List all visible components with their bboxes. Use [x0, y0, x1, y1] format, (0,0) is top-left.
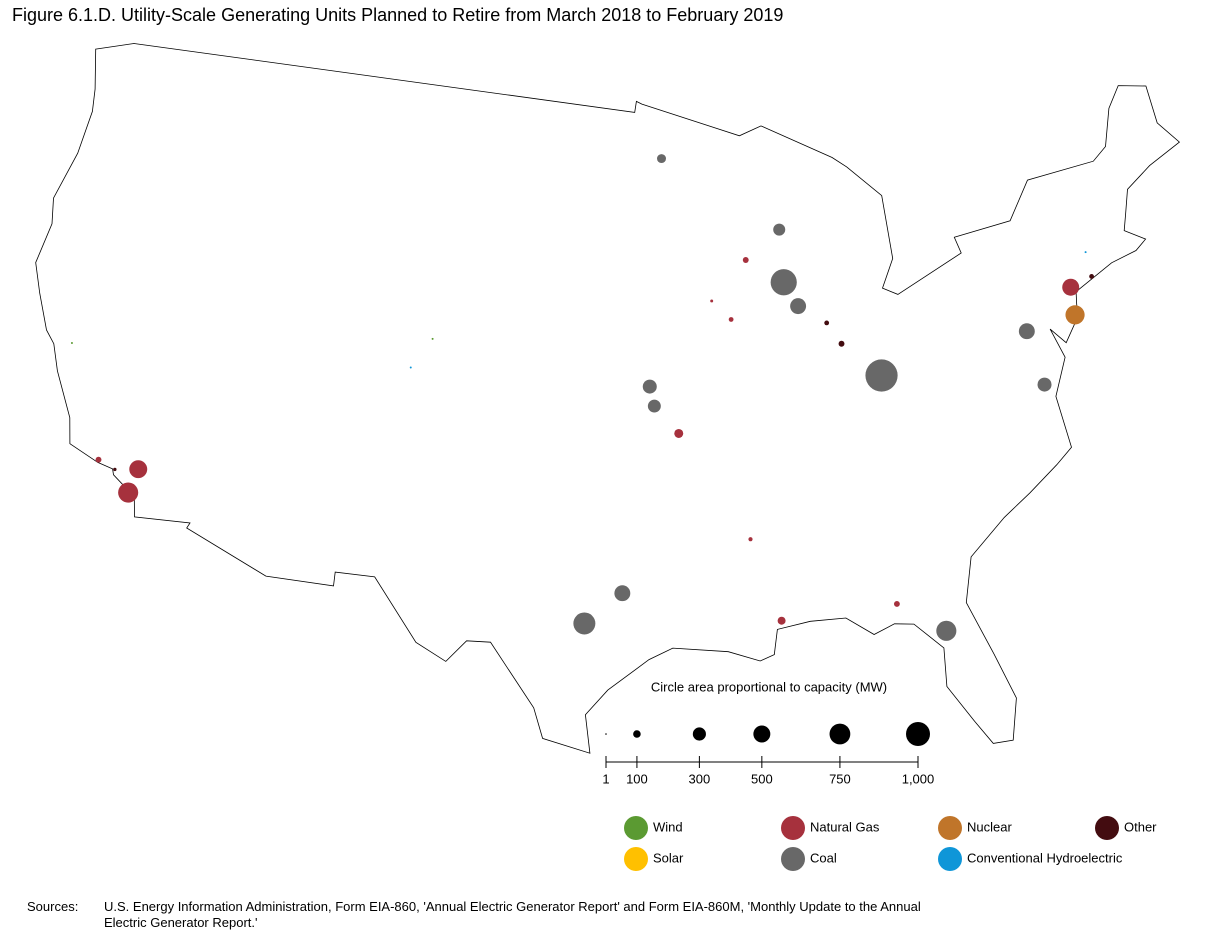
size-legend-title: Circle area proportional to capacity (MW…: [651, 679, 887, 694]
legend-swatch: [938, 847, 962, 871]
plant-bubble: [865, 359, 898, 392]
plant-bubble: [1062, 278, 1080, 296]
size-tick-label: 500: [751, 771, 773, 786]
legend-swatch: [624, 847, 648, 871]
legend-swatch: [938, 816, 962, 840]
legend-label: Nuclear: [967, 819, 1012, 834]
basemap: [35, 43, 1181, 754]
legend-label: Wind: [653, 819, 683, 834]
plant-bubble: [790, 298, 807, 315]
plant-bubble: [70, 342, 73, 345]
size-legend-circle: [829, 723, 851, 745]
plant-bubble: [770, 269, 797, 296]
plant-bubble: [113, 467, 117, 472]
size-tick-label: 1,000: [902, 771, 935, 786]
size-legend-circle: [753, 725, 771, 743]
plant-bubble: [824, 320, 830, 326]
plant-bubble: [647, 399, 661, 413]
legend-label: Solar: [653, 850, 684, 865]
plant-bubble: [614, 585, 631, 602]
plant-bubble: [129, 460, 148, 479]
size-tick-label: 750: [829, 771, 851, 786]
plant-bubble: [409, 366, 412, 369]
plant-bubble: [893, 600, 900, 607]
sources-text: U.S. Energy Information Administration, …: [104, 899, 921, 930]
plant-bubble: [674, 428, 684, 438]
us-outline: [35, 43, 1181, 754]
plant-bubble: [1018, 323, 1035, 340]
plant-bubble: [1037, 377, 1052, 392]
plant-bubble: [773, 223, 786, 236]
size-legend-circle: [605, 733, 607, 735]
plant-bubble: [1065, 305, 1085, 325]
plant-bubble: [642, 379, 657, 394]
legend-swatch: [781, 847, 805, 871]
plant-bubble: [1089, 274, 1094, 279]
legend-label: Natural Gas: [810, 819, 880, 834]
plant-bubble: [742, 257, 749, 263]
legend-swatch: [781, 816, 805, 840]
legend-label: Conventional Hydroelectric: [967, 850, 1123, 865]
plant-bubble: [710, 299, 714, 303]
plant-bubble: [1084, 251, 1087, 254]
size-tick-label: 100: [626, 771, 648, 786]
size-legend-circle: [692, 727, 706, 741]
size-tick-label: 1: [602, 771, 609, 786]
plant-bubble: [936, 620, 957, 641]
plant-bubble: [838, 340, 845, 347]
plant-bubble: [573, 612, 596, 635]
size-tick-label: 300: [689, 771, 711, 786]
sources-label: Sources:: [27, 899, 79, 914]
plant-bubble: [748, 537, 753, 542]
chart-title: Figure 6.1.D. Utility-Scale Generating U…: [12, 5, 783, 25]
size-legend-circle: [633, 730, 641, 738]
legend-swatch: [624, 816, 648, 840]
plant-bubble: [118, 482, 139, 503]
plant-bubble: [657, 154, 666, 164]
legend-label: Coal: [810, 850, 837, 865]
legend-swatch: [1095, 816, 1119, 840]
bubbles: [70, 154, 1094, 641]
plant-bubble: [777, 616, 786, 625]
plant-bubble: [728, 317, 734, 322]
plant-bubble: [95, 456, 102, 463]
plant-bubble: [431, 337, 434, 340]
legend-label: Other: [1124, 819, 1157, 834]
size-legend-circle: [906, 722, 930, 746]
